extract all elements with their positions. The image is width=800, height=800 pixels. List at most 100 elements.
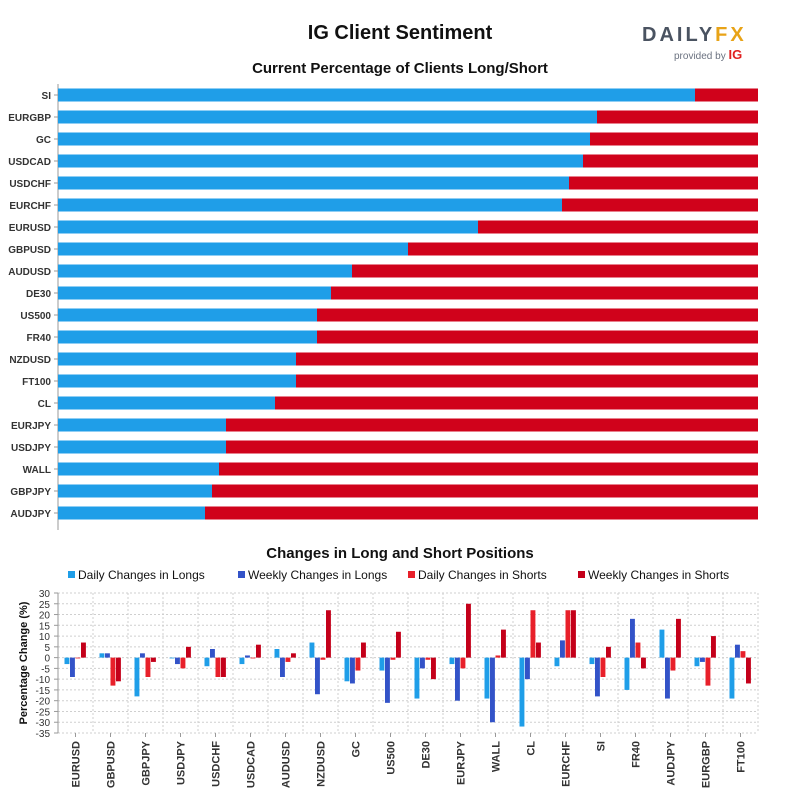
x-tick-label-gbpusd: GBPUSD [106, 741, 118, 788]
x-tick-label-gbpjpy: GBPJPY [141, 740, 153, 785]
bar-gbpusd-weekly-changes-in-longs [105, 653, 110, 658]
logo-wordmark-mid: Y [698, 24, 716, 46]
bar-ft100-weekly-changes-in-shorts [746, 657, 751, 684]
bar-eurgbp-weekly-changes-in-shorts [711, 636, 716, 658]
bar-audusd-daily-changes-in-shorts [285, 657, 291, 662]
short-bar-usdchf [569, 176, 758, 190]
bar-eurusd-weekly-changes-in-shorts [81, 642, 86, 658]
x-tick-label-wall: WALL [491, 741, 503, 772]
bar-us500-weekly-changes-in-longs [385, 657, 390, 703]
y-tick-label: 25 [39, 600, 51, 611]
bar-usdchf-weekly-changes-in-longs [210, 649, 215, 658]
legend-item-weekly-changes-in-shorts[interactable]: Weekly Changes in Shorts [578, 568, 729, 582]
logo-wordmark-left: DAIL [642, 24, 699, 46]
short-bar-wall [219, 462, 758, 476]
short-bar-gbpusd [408, 242, 758, 256]
category-label-eurgbp: EURGBP [8, 113, 51, 124]
bar-si-weekly-changes-in-shorts [606, 646, 611, 658]
y-tick-label: 10 [39, 632, 51, 643]
legend-label: Daily Changes in Longs [78, 568, 205, 582]
x-tick-label-eurusd: EURUSD [71, 741, 83, 788]
category-label-eurchf: EURCHF [9, 201, 51, 212]
y-tick-label: 0 [44, 654, 50, 665]
bar-si-daily-changes-in-longs [589, 657, 595, 665]
bar-eurchf-daily-changes-in-longs [554, 657, 560, 667]
bar-gbpjpy-daily-changes-in-longs [134, 657, 140, 697]
bar-si-weekly-changes-in-longs [595, 657, 600, 697]
bar-usdcad-daily-changes-in-shorts [250, 657, 256, 659]
short-bar-audjpy [205, 506, 758, 520]
x-tick-label-usdcad: USDCAD [246, 741, 258, 788]
changes-chart-legend: Daily Changes in Longs Weekly Changes in … [0, 568, 800, 582]
bar-de30-daily-changes-in-shorts [425, 657, 431, 660]
bar-eurchf-weekly-changes-in-shorts [571, 610, 576, 658]
bar-nzdusd-weekly-changes-in-longs [315, 657, 320, 695]
bar-wall-daily-changes-in-longs [484, 657, 490, 699]
long-bar-eurchf [58, 198, 562, 212]
short-bar-ft100 [296, 374, 758, 388]
long-bar-gbpusd [58, 242, 408, 256]
bar-usdchf-weekly-changes-in-shorts [221, 657, 226, 677]
bar-usdjpy-daily-changes-in-longs [169, 657, 175, 659]
bar-cl-weekly-changes-in-shorts [536, 642, 541, 658]
legend-label: Weekly Changes in Shorts [588, 568, 730, 582]
category-label-usdchf: USDCHF [9, 179, 51, 190]
long-bar-usdchf [58, 176, 569, 190]
bar-wall-daily-changes-in-shorts [495, 655, 501, 658]
bar-cl-daily-changes-in-shorts [530, 610, 536, 658]
short-bar-si [695, 88, 758, 102]
category-label-usdjpy: USDJPY [11, 443, 51, 454]
x-tick-label-usdjpy: USDJPY [176, 740, 188, 785]
bar-nzdusd-daily-changes-in-shorts [320, 657, 326, 660]
dailyfx-logo: DAILYFX provided by IG [642, 24, 752, 62]
long-bar-ft100 [58, 374, 296, 388]
long-bar-si [58, 88, 695, 102]
category-label-eurusd: EURUSD [9, 223, 51, 234]
bar-gc-daily-changes-in-shorts [355, 657, 361, 671]
y-tick-label: -10 [36, 675, 51, 686]
changes-chart-title: Changes in Long and Short Positions [266, 545, 534, 562]
long-bar-nzdusd [58, 352, 296, 366]
bar-gc-daily-changes-in-longs [344, 657, 350, 682]
long-bar-wall [58, 462, 219, 476]
short-bar-fr40 [317, 330, 758, 344]
bar-usdjpy-weekly-changes-in-shorts [186, 646, 191, 658]
x-tick-label-audusd: AUDUSD [281, 741, 293, 788]
legend-item-daily-changes-in-shorts[interactable]: Daily Changes in Shorts [408, 568, 547, 582]
bar-eurusd-weekly-changes-in-longs [70, 657, 75, 677]
bar-gbpusd-weekly-changes-in-shorts [116, 657, 121, 682]
short-bar-eurusd [478, 220, 758, 234]
long-bar-us500 [58, 308, 317, 322]
x-tick-label-si: SI [596, 741, 608, 751]
legend-item-daily-changes-in-longs[interactable]: Daily Changes in Longs [68, 568, 205, 582]
bar-gbpjpy-weekly-changes-in-shorts [151, 657, 156, 662]
bar-de30-weekly-changes-in-shorts [431, 657, 436, 680]
bar-gbpusd-daily-changes-in-longs [99, 653, 105, 658]
bar-cl-weekly-changes-in-longs [525, 657, 530, 680]
short-bar-us500 [317, 308, 758, 322]
bar-us500-weekly-changes-in-shorts [396, 631, 401, 658]
bar-eurchf-daily-changes-in-shorts [565, 610, 571, 658]
legend-item-weekly-changes-in-longs[interactable]: Weekly Changes in Longs [238, 568, 387, 582]
bar-gbpjpy-daily-changes-in-shorts [145, 657, 151, 677]
y-axis-label: Percentage Change (%) [18, 601, 30, 724]
short-bar-usdjpy [226, 440, 758, 454]
bar-eurjpy-weekly-changes-in-longs [455, 657, 460, 701]
bar-eurusd-daily-changes-in-longs [64, 657, 70, 665]
long-bar-usdjpy [58, 440, 226, 454]
bar-gc-weekly-changes-in-longs [350, 657, 355, 684]
category-label-gc: GC [36, 135, 51, 146]
bar-audjpy-daily-changes-in-shorts [670, 657, 676, 671]
bar-gbpusd-daily-changes-in-shorts [110, 657, 116, 686]
bar-gbpjpy-weekly-changes-in-longs [140, 653, 145, 658]
y-tick-label: 30 [39, 589, 51, 600]
y-tick-label: -15 [36, 686, 51, 697]
category-label-eurjpy: EURJPY [11, 421, 51, 432]
bar-eurchf-weekly-changes-in-longs [560, 640, 565, 658]
bar-audusd-daily-changes-in-longs [274, 649, 280, 658]
bar-usdchf-daily-changes-in-longs [204, 657, 210, 667]
short-bar-cl [275, 396, 758, 410]
legend-swatch [578, 571, 585, 578]
category-label-fr40: FR40 [27, 333, 52, 344]
x-tick-label-nzdusd: NZDUSD [316, 741, 328, 787]
